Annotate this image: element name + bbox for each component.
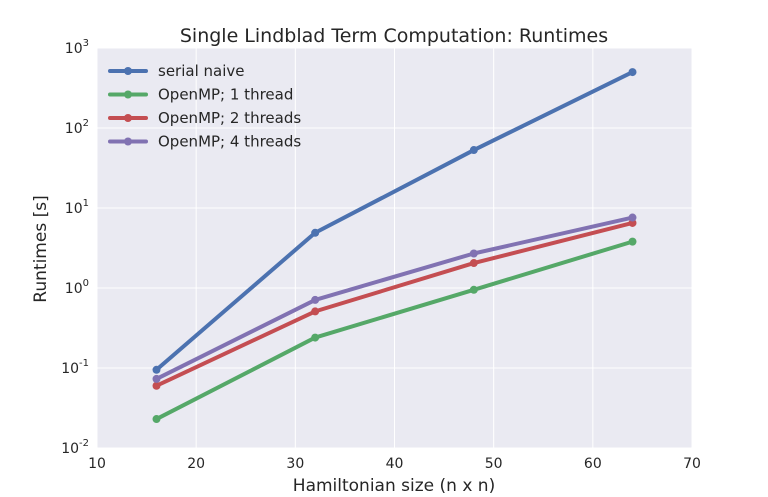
y-tick-base: 10: [61, 441, 79, 457]
y-tick-exponent: -1: [79, 358, 89, 369]
legend-label: OpenMP; 2 threads: [158, 109, 301, 127]
x-tick-label: 10: [88, 456, 106, 472]
y-tick-label: 102: [65, 118, 89, 137]
y-tick-label: 101: [65, 198, 89, 217]
x-axis-label: Hamiltonian size (n x n): [293, 476, 495, 496]
legend-item: OpenMP; 4 threads: [108, 133, 301, 151]
y-tick-label: 10-1: [61, 358, 89, 377]
legend-label: serial naive: [158, 62, 244, 80]
data-point: [469, 259, 478, 268]
legend-swatch-marker: [124, 67, 132, 75]
y-tick-exponent: 1: [83, 198, 89, 209]
x-tick-label: 30: [286, 456, 304, 472]
legend-item: OpenMP; 2 threads: [108, 109, 301, 127]
data-point: [628, 213, 637, 222]
data-point: [152, 365, 161, 374]
series-line: [154, 215, 635, 381]
data-point: [469, 285, 478, 294]
legend: serial naive OpenMP; 1 thread OpenMP; 2 th…: [108, 62, 301, 151]
y-tick-exponent: 3: [83, 38, 89, 49]
data-point: [152, 374, 161, 383]
legend-item: serial naive: [108, 62, 244, 80]
y-tick-label: 10-2: [61, 438, 89, 457]
x-tick-label: 70: [683, 456, 701, 472]
legend-label: OpenMP; 1 thread: [158, 86, 293, 104]
data-point: [152, 415, 161, 424]
y-tick-label: 103: [65, 38, 89, 57]
series-line: [154, 239, 635, 422]
x-tick-label: 50: [485, 456, 503, 472]
legend-label: OpenMP; 4 threads: [158, 133, 301, 151]
data-point: [628, 237, 637, 246]
y-tick-exponent: 2: [83, 118, 89, 129]
y-tick-base: 10: [65, 41, 83, 57]
y-tick-label: 100: [65, 278, 89, 297]
data-point: [469, 249, 478, 258]
y-tick-exponent: 0: [83, 278, 89, 289]
legend-swatch-marker: [124, 137, 132, 146]
legend-swatch-marker: [124, 90, 132, 99]
y-tick-base: 10: [65, 281, 83, 297]
data-point: [628, 68, 637, 77]
legend-swatch-marker: [124, 114, 132, 122]
y-axis-label: Runtimes [s]: [31, 195, 51, 302]
series-layer: [152, 68, 637, 424]
y-tick-base: 10: [61, 361, 79, 377]
y-tick-exponent: -2: [79, 438, 89, 449]
x-axis-ticks: 10 20 30 40 50 60 70: [88, 456, 701, 472]
legend-item: OpenMP; 1 thread: [108, 86, 293, 104]
y-tick-base: 10: [65, 121, 83, 137]
data-point: [311, 228, 320, 237]
series-0: [152, 68, 637, 374]
series-3: [152, 213, 637, 383]
data-point: [469, 146, 478, 155]
series-1: [152, 237, 637, 424]
data-point: [311, 307, 320, 316]
data-point: [311, 333, 320, 342]
series-line: [154, 70, 635, 372]
chart-title: Single Lindblad Term Computation: Runtim…: [180, 25, 608, 47]
data-point: [311, 295, 320, 304]
x-tick-label: 60: [584, 456, 602, 472]
data-point: [152, 381, 161, 390]
x-tick-label: 40: [386, 456, 404, 472]
series-line: [154, 220, 635, 388]
x-tick-label: 20: [187, 456, 205, 472]
y-tick-base: 10: [65, 201, 83, 217]
